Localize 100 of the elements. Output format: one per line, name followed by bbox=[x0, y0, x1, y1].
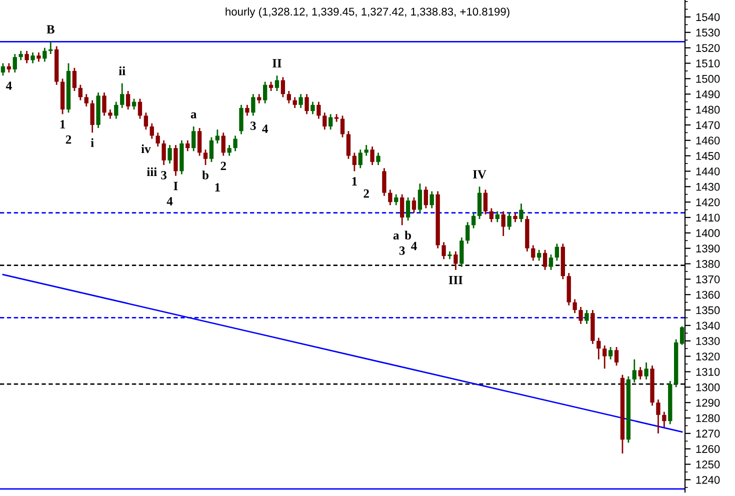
candlestick bbox=[126, 90, 130, 110]
candlestick bbox=[454, 250, 458, 271]
candlestick bbox=[388, 189, 392, 206]
candlestick bbox=[102, 92, 106, 116]
candlestick bbox=[150, 122, 154, 140]
text: ii bbox=[118, 66, 126, 76]
candlestick bbox=[477, 186, 482, 220]
y-tick-label: 1270 bbox=[696, 430, 720, 438]
candlestick bbox=[358, 148, 362, 169]
y-tick-label: 1470 bbox=[696, 121, 720, 130]
text: 4 bbox=[166, 197, 173, 206]
candlestick bbox=[233, 135, 238, 152]
candlestick bbox=[156, 132, 160, 148]
y-tick-label: 1310 bbox=[696, 368, 720, 376]
candlestick bbox=[376, 152, 380, 166]
candlestick bbox=[120, 82, 124, 109]
y-tick-label: 1460 bbox=[696, 136, 720, 144]
candlestick bbox=[662, 411, 666, 428]
candlestick bbox=[370, 146, 374, 166]
candlestick bbox=[430, 190, 434, 209]
y-tick-label: 1340 bbox=[696, 322, 720, 330]
text: b bbox=[404, 230, 412, 240]
candlestick bbox=[174, 144, 178, 177]
candlestick bbox=[554, 243, 560, 262]
text: 1 bbox=[60, 120, 66, 128]
candlestick bbox=[144, 112, 148, 130]
text: i bbox=[90, 138, 94, 147]
y-tick-label: 1390 bbox=[696, 244, 720, 252]
text: 3 bbox=[161, 170, 167, 180]
y-tick-label: 1430 bbox=[696, 182, 720, 191]
candlestick bbox=[292, 96, 297, 109]
y-tick-label: 1440 bbox=[696, 167, 720, 176]
candlestick bbox=[203, 148, 208, 166]
candlestick bbox=[424, 186, 428, 209]
y-tick-label: 1520 bbox=[696, 44, 720, 52]
candlestick bbox=[542, 249, 548, 271]
candlestick bbox=[316, 101, 321, 120]
candlestick bbox=[501, 210, 506, 237]
candlestick bbox=[608, 346, 613, 360]
candlestick bbox=[24, 50, 29, 64]
candlestick bbox=[239, 104, 244, 135]
text: 3 bbox=[250, 122, 256, 130]
y-tick-label: 1380 bbox=[696, 260, 720, 268]
candlestick bbox=[84, 93, 88, 108]
candlestick bbox=[483, 189, 488, 216]
text: b bbox=[202, 170, 208, 180]
y-tick-label: 1500 bbox=[696, 74, 720, 83]
candlestick bbox=[280, 76, 286, 98]
candlestick bbox=[352, 152, 357, 172]
candlestick bbox=[18, 50, 23, 61]
text: III bbox=[448, 276, 463, 284]
candlestick bbox=[346, 130, 351, 160]
candlestick bbox=[221, 132, 226, 156]
candlestick bbox=[578, 306, 583, 325]
text: iv bbox=[141, 144, 151, 154]
candlestick bbox=[400, 194, 404, 226]
y-tick-label: 1400 bbox=[696, 229, 720, 238]
candlestick bbox=[382, 167, 386, 197]
candlestick bbox=[489, 208, 494, 223]
candlestick bbox=[466, 221, 470, 244]
text: 2 bbox=[220, 162, 226, 170]
text: 2 bbox=[66, 135, 72, 144]
candlestick bbox=[364, 144, 368, 156]
text: 2 bbox=[364, 189, 369, 198]
candlestick bbox=[227, 144, 232, 156]
text: B bbox=[46, 25, 54, 34]
y-tick-label: 1250 bbox=[696, 460, 720, 468]
candlestick bbox=[132, 98, 136, 110]
candlestick bbox=[531, 244, 536, 262]
candlestick bbox=[268, 81, 274, 92]
candlestick bbox=[322, 112, 327, 130]
candlestick bbox=[572, 298, 577, 314]
y-tick-label: 1350 bbox=[696, 306, 720, 314]
y-tick-label: 1490 bbox=[696, 90, 720, 98]
candlestick bbox=[412, 196, 416, 214]
candlestick bbox=[602, 344, 607, 370]
candlestick bbox=[186, 140, 190, 152]
candlestick bbox=[36, 52, 41, 62]
candlestick bbox=[310, 101, 315, 115]
y-tick-label: 1260 bbox=[696, 445, 720, 453]
candlestick bbox=[340, 114, 345, 138]
y-tick-label: 1280 bbox=[696, 414, 720, 422]
text: 1 bbox=[215, 183, 220, 192]
candlestick bbox=[108, 108, 112, 120]
y-tick-label: 1300 bbox=[696, 383, 720, 392]
candlestick bbox=[251, 93, 256, 116]
candlestick bbox=[192, 126, 196, 152]
candlestick bbox=[30, 52, 35, 64]
candlestick bbox=[162, 140, 166, 166]
candlestick bbox=[644, 362, 648, 380]
candlestick bbox=[304, 93, 309, 115]
candlestick bbox=[274, 74, 280, 92]
candlestick bbox=[638, 366, 642, 380]
candlestick bbox=[328, 113, 333, 130]
candlestick bbox=[680, 326, 684, 346]
text: IV bbox=[472, 170, 486, 179]
candlestick bbox=[442, 241, 446, 260]
candlestick bbox=[262, 81, 268, 104]
text: 1 bbox=[352, 177, 357, 186]
y-tick-label: 1530 bbox=[696, 28, 720, 37]
